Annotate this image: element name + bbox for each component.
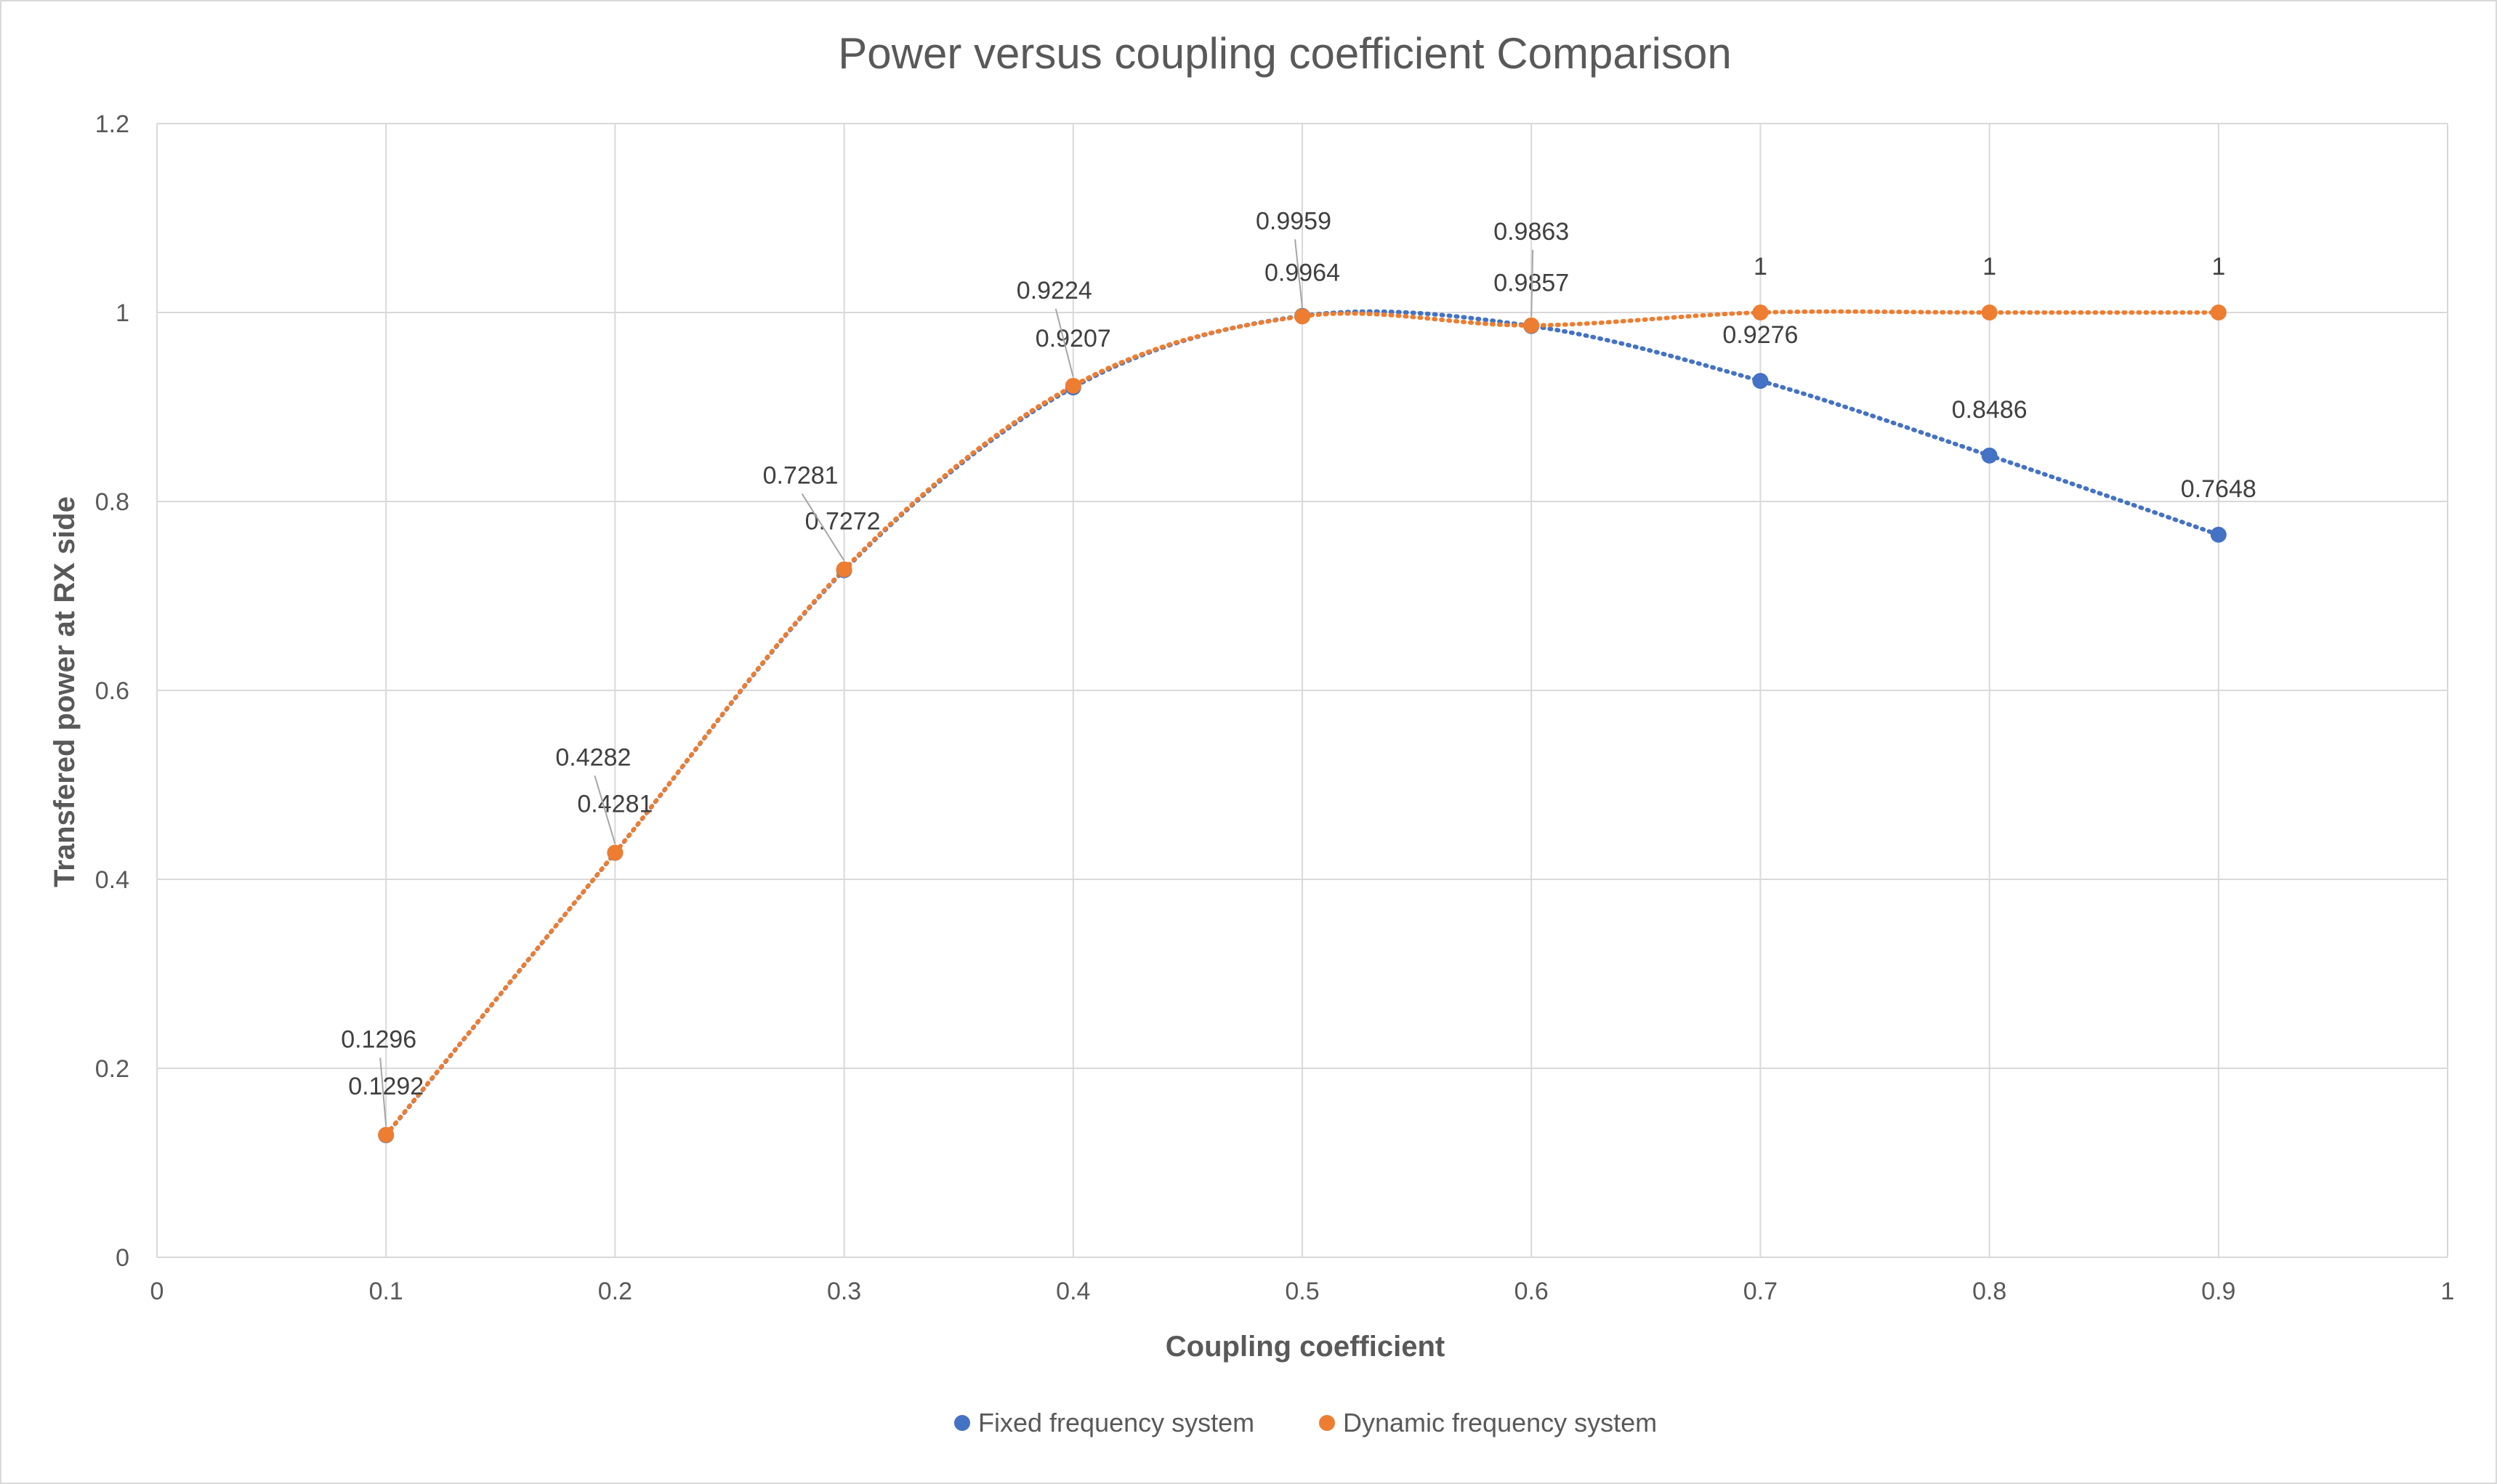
- label-leader-line: [801, 493, 845, 562]
- x-tick-labels: 0 0.1 0.2 0.3 0.4 0.5 0.6 0.7 0.8 0.9 1: [150, 1278, 2455, 1305]
- x-tick-label: 0.9: [2201, 1278, 2235, 1305]
- data-point-dynamic: [1065, 377, 1081, 394]
- grid: [156, 123, 2448, 1258]
- x-tick-label: 0: [150, 1278, 164, 1305]
- data-point-dynamic: [1294, 308, 1310, 325]
- legend-marker-fixed: [954, 1415, 970, 1431]
- data-label-dynamic: 0.9224: [1017, 277, 1092, 305]
- data-label-fixed: 0.9964: [1264, 259, 1340, 287]
- y-tick-label: 0.4: [95, 866, 129, 894]
- x-tick-label: 0.5: [1285, 1278, 1319, 1305]
- x-tick-label: 0.7: [1743, 1278, 1778, 1305]
- data-label-dynamic: 1: [1982, 253, 1996, 281]
- data-label-dynamic: 0.9959: [1256, 207, 1331, 235]
- label-leader-line: [1530, 249, 1534, 317]
- series-group: [378, 305, 2227, 1144]
- legend-label-dynamic: Dynamic frequency system: [1343, 1408, 1657, 1437]
- y-tick-label: 0.8: [95, 488, 129, 516]
- legend-label-fixed: Fixed frequency system: [978, 1408, 1254, 1437]
- label-leader-line: [1054, 308, 1074, 378]
- x-tick-label: 0.3: [827, 1278, 861, 1305]
- data-point-dynamic: [1752, 305, 1769, 320]
- data-label-dynamic: 1: [1754, 253, 1767, 281]
- data-label-fixed: 0.9207: [1036, 325, 1111, 352]
- y-tick-label: 0: [116, 1244, 129, 1272]
- data-label-dynamic: 1: [2211, 253, 2225, 281]
- x-tick-label: 0.8: [1972, 1278, 2006, 1305]
- y-tick-label: 0.6: [95, 677, 129, 705]
- y-tick-label: 1.2: [95, 110, 129, 138]
- data-point-fixed: [1752, 373, 1769, 390]
- data-point-dynamic: [607, 844, 624, 861]
- x-tick-label: 0.6: [1514, 1278, 1549, 1305]
- y-tick-label: 0.2: [95, 1055, 129, 1083]
- data-label-dynamic: 0.4282: [555, 743, 631, 771]
- data-label-dynamic: 0.9863: [1493, 218, 1569, 246]
- label-leader-line: [594, 775, 616, 844]
- data-label-fixed: 0.7648: [2181, 475, 2256, 503]
- x-axis-title: Coupling coefficient: [1166, 1331, 1445, 1363]
- data-point-dynamic: [836, 561, 852, 578]
- data-point-dynamic: [1523, 317, 1540, 334]
- label-leader-line: [1294, 239, 1303, 308]
- data-label-fixed: 0.7272: [805, 508, 881, 536]
- y-tick-label: 1: [116, 299, 129, 327]
- data-label-fixed: 0.9276: [1722, 321, 1798, 349]
- data-point-fixed: [1981, 447, 1998, 464]
- data-point-dynamic: [1981, 305, 1998, 320]
- y-axis-title: Transfered power at RX side: [49, 496, 81, 887]
- x-tick-label: 0.2: [598, 1278, 632, 1305]
- legend-marker-dynamic: [1319, 1415, 1335, 1431]
- data-label-dynamic: 0.1296: [341, 1026, 416, 1054]
- data-point-fixed: [2210, 526, 2227, 543]
- x-tick-label: 0.1: [369, 1278, 403, 1305]
- label-leader-line: [379, 1057, 387, 1126]
- series-line-dynamic: [384, 309, 2221, 1137]
- data-label-fixed: 0.4281: [577, 790, 653, 818]
- data-point-dynamic: [378, 1126, 395, 1143]
- data-label-dynamic: 0.7281: [763, 461, 839, 489]
- y-tick-labels: 0 0.2 0.4 0.6 0.8 1 1.2: [95, 110, 129, 1272]
- chart-title: Power versus coupling coefficient Compar…: [838, 29, 1732, 78]
- x-tick-label: 1: [2441, 1278, 2455, 1305]
- data-point-dynamic: [2210, 305, 2227, 320]
- legend: Fixed frequency system Dynamic frequency …: [954, 1408, 1657, 1437]
- data-label-fixed: 0.1292: [348, 1073, 424, 1100]
- data-label-fixed: 0.8486: [1952, 396, 2028, 424]
- x-tick-label: 0.4: [1056, 1278, 1090, 1305]
